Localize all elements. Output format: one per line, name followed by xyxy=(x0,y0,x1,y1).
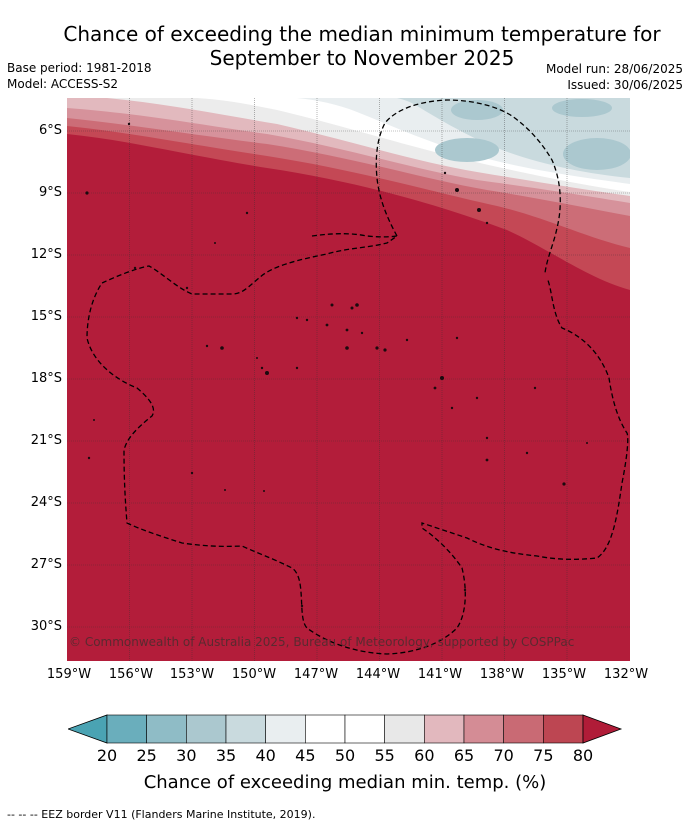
model-run: Model run: 28/06/2025 xyxy=(545,62,683,76)
colorbar-tick-label: 50 xyxy=(334,746,356,765)
lat-label-9s: 9°S xyxy=(38,185,62,200)
base-period: Base period: 1981-2018 xyxy=(7,61,152,75)
title-line-2: September to November 2025 xyxy=(209,46,515,70)
lat-label-6s: 6°S xyxy=(38,123,62,138)
colorbar-cell xyxy=(543,714,584,744)
colorbar-tick-label: 80 xyxy=(572,746,594,765)
colorbar-cell xyxy=(384,714,425,744)
model-name: Model: ACCESS-S2 xyxy=(7,77,119,91)
colorbar xyxy=(68,714,623,744)
title-line-1: Chance of exceeding the median minimum t… xyxy=(63,22,661,46)
colorbar-tick-label: 55 xyxy=(374,746,395,765)
lon-label-147w: 147°W xyxy=(293,667,339,682)
lon-label-150w: 150°W xyxy=(231,667,277,682)
lon-label-138w: 138°W xyxy=(479,667,525,682)
colorbar-tick-label: 45 xyxy=(295,746,316,765)
lat-label-15s: 15°S xyxy=(30,309,62,324)
lon-label-153w: 153°W xyxy=(169,667,215,682)
eez-border-cook-islands xyxy=(86,233,629,655)
lat-label-27s: 27°S xyxy=(30,557,62,572)
lon-label-132w: 132°W xyxy=(603,667,649,682)
lon-label-141w: 141°W xyxy=(417,667,463,682)
colorbar-high-extension xyxy=(582,714,623,744)
colorbar-cell xyxy=(503,714,544,744)
colorbar-tick-label: 75 xyxy=(533,746,554,765)
lat-label-24s: 24°S xyxy=(30,495,62,510)
band-30-patch-3 xyxy=(451,100,503,120)
meta-left: Base period: 1981-2018 Model: ACCESS-S2 xyxy=(7,60,152,92)
lat-label-21s: 21°S xyxy=(30,433,62,448)
lon-label-135w: 135°W xyxy=(541,667,587,682)
band-30-patch-4 xyxy=(552,99,612,117)
lat-label-12s: 12°S xyxy=(30,247,62,262)
eez-legend-footer: -- -- -- EEZ border V11 (Flanders Marine… xyxy=(7,808,316,821)
lon-label-144w: 144°W xyxy=(355,667,401,682)
copyright-notice: © Commonwealth of Australia 2025, Bureau… xyxy=(69,635,575,649)
colorbar-tick-label: 70 xyxy=(493,746,514,765)
colorbar-cell xyxy=(265,714,306,744)
colorbar-cell xyxy=(305,714,346,744)
lon-label-159w: 159°W xyxy=(46,667,92,682)
colorbar-tick-label: 60 xyxy=(414,746,435,765)
colorbar-tick-label: 35 xyxy=(215,746,237,765)
colorbar-tick-label: 65 xyxy=(453,746,475,765)
colorbar-tick-label: 30 xyxy=(176,746,197,765)
colorbar-cell xyxy=(344,714,385,744)
probability-map xyxy=(67,98,630,661)
colorbar-cell xyxy=(225,714,266,744)
colorbar-tick-label: 25 xyxy=(136,746,157,765)
colorbar-title: Chance of exceeding median min. temp. (%… xyxy=(143,772,547,793)
colorbar-low-extension xyxy=(68,714,108,744)
band-30-patch-2 xyxy=(563,138,630,170)
colorbar-cell xyxy=(424,714,465,744)
colorbar-cell xyxy=(186,714,227,744)
islands xyxy=(85,122,588,608)
colorbar-cell xyxy=(106,714,147,744)
lat-label-30s: 30°S xyxy=(30,619,62,634)
colorbar-tick-label: 40 xyxy=(255,746,276,765)
colorbar-tick-label: 20 xyxy=(96,746,118,765)
colorbar-cell xyxy=(146,714,187,744)
lon-label-156w: 156°W xyxy=(108,667,154,682)
colorbar-cells xyxy=(106,714,584,744)
meta-right: Model run: 28/06/2025 Issued: 30/06/2025 xyxy=(546,61,683,93)
colorbar-cell xyxy=(463,714,504,744)
issued-date: Issued: 30/06/2025 xyxy=(567,78,683,92)
band-30-patch-1 xyxy=(435,138,499,162)
map-title: Chance of exceeding the median minimum t… xyxy=(0,22,690,70)
lat-label-18s: 18°S xyxy=(30,371,62,386)
